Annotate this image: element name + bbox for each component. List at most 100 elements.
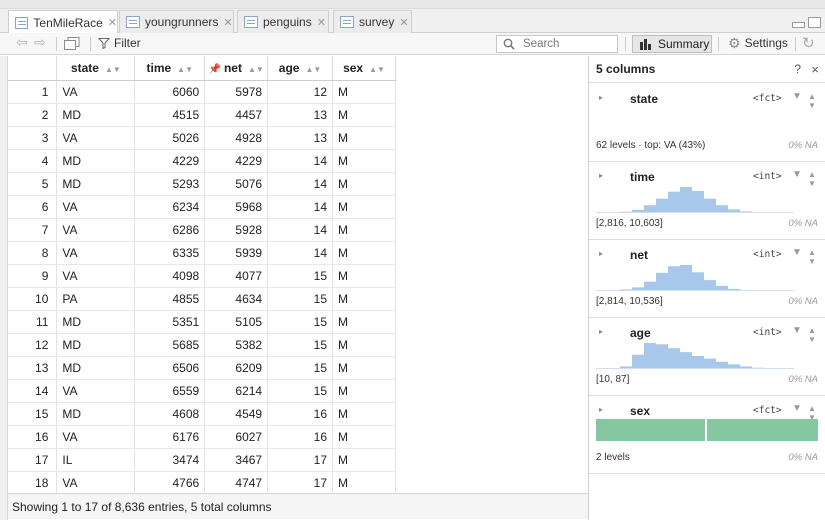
expand-caret-icon[interactable]: ▸ [599, 93, 604, 102]
cell-state[interactable]: VA [56, 80, 136, 104]
cell-age[interactable]: 14 [267, 218, 334, 242]
cell-sex[interactable]: M [332, 195, 396, 219]
cell-net[interactable]: 5382 [204, 333, 269, 357]
cell-sex[interactable]: M [332, 103, 396, 127]
table-row[interactable]: 7 VA 6286 5928 14 M [8, 218, 396, 242]
cell-state[interactable]: MD [56, 172, 136, 196]
close-icon[interactable]: ✕ [223, 16, 233, 29]
cell-age[interactable]: 15 [267, 356, 334, 380]
tab-youngrunners[interactable]: youngrunners ✕ [119, 10, 234, 33]
cell-time[interactable]: 6286 [134, 218, 206, 242]
cell-sex[interactable]: M [332, 379, 396, 403]
column-header-age[interactable]: age ▲▼ [267, 56, 334, 81]
sort-icon[interactable]: ▲▼ [247, 64, 264, 74]
expand-caret-icon[interactable]: ▸ [599, 171, 604, 180]
cell-age[interactable]: 15 [267, 333, 334, 357]
cell-state[interactable]: VA [56, 241, 136, 265]
cell-time[interactable]: 4855 [134, 287, 206, 311]
expand-caret-icon[interactable]: ▸ [599, 327, 604, 336]
cell-age[interactable]: 16 [267, 425, 334, 449]
sort-icon[interactable]: ▲▼ [369, 64, 385, 74]
cell-age[interactable]: 15 [267, 379, 334, 403]
cell-net[interactable]: 4077 [204, 264, 269, 288]
sort-icon[interactable]: ▲▼ [808, 170, 816, 188]
cell-sex[interactable]: M [332, 149, 396, 173]
table-row[interactable]: 3 VA 5026 4928 13 M [8, 126, 396, 150]
sort-icon[interactable]: ▲▼ [808, 404, 816, 422]
table-row[interactable]: 4 MD 4229 4229 14 M [8, 149, 396, 173]
cell-age[interactable]: 17 [267, 471, 334, 495]
popout-window-icon[interactable] [64, 37, 80, 50]
pin-icon[interactable]: 📌 [208, 63, 221, 75]
cell-state[interactable]: MD [56, 103, 136, 127]
help-icon[interactable]: ? [794, 62, 801, 76]
summary-toggle-button[interactable]: Summary [632, 35, 712, 53]
cell-sex[interactable]: M [332, 264, 396, 288]
forward-arrow-icon[interactable]: ⇨ [34, 34, 46, 50]
cell-net[interactable]: 6214 [204, 379, 269, 403]
cell-time[interactable]: 6559 [134, 379, 206, 403]
tab-penguins[interactable]: penguins ✕ [237, 10, 329, 33]
filter-icon[interactable]: ▼ [792, 247, 802, 258]
sort-icon[interactable]: ▲▼ [104, 64, 121, 74]
refresh-icon[interactable]: ↻ [802, 35, 815, 52]
filter-icon[interactable]: ▼ [792, 403, 802, 414]
cell-time[interactable]: 4766 [134, 471, 206, 495]
cell-age[interactable]: 15 [267, 310, 334, 334]
cell-state[interactable]: VA [56, 218, 136, 242]
cell-age[interactable]: 14 [267, 172, 334, 196]
table-row[interactable]: 11 MD 5351 5105 15 M [8, 310, 396, 334]
cell-sex[interactable]: M [332, 172, 396, 196]
cell-time[interactable]: 4098 [134, 264, 206, 288]
cell-sex[interactable]: M [332, 310, 396, 334]
search-input[interactable]: Search [496, 35, 618, 53]
filter-icon[interactable]: ▼ [792, 91, 802, 102]
filter-button[interactable]: Filter [98, 36, 141, 50]
cell-sex[interactable]: M [332, 402, 396, 426]
cell-state[interactable]: MD [56, 310, 136, 334]
cell-net[interactable]: 4747 [204, 471, 269, 495]
table-row[interactable]: 18 VA 4766 4747 17 M [8, 471, 396, 495]
sort-icon[interactable]: ▲▼ [808, 326, 816, 344]
cell-age[interactable]: 16 [267, 402, 334, 426]
sort-icon[interactable]: ▲▼ [177, 64, 194, 74]
tab-tenmilerace[interactable]: TenMileRace ✕ [8, 10, 118, 34]
column-header-time[interactable]: time ▲▼ [134, 56, 206, 81]
cell-net[interactable]: 5968 [204, 195, 269, 219]
cell-age[interactable]: 15 [267, 264, 334, 288]
cell-sex[interactable]: M [332, 333, 396, 357]
expand-caret-icon[interactable]: ▸ [599, 249, 604, 258]
cell-sex[interactable]: M [332, 448, 396, 472]
cell-state[interactable]: VA [56, 471, 136, 495]
factor-level-segment[interactable] [596, 419, 705, 441]
cell-age[interactable]: 14 [267, 241, 334, 265]
close-icon[interactable]: ✕ [107, 17, 117, 29]
table-row[interactable]: 9 VA 4098 4077 15 M [8, 264, 396, 288]
expand-caret-icon[interactable]: ▸ [599, 405, 604, 414]
cell-net[interactable]: 5105 [204, 310, 269, 334]
cell-net[interactable]: 4928 [204, 126, 269, 150]
cell-sex[interactable]: M [332, 218, 396, 242]
cell-time[interactable]: 6060 [134, 80, 206, 104]
cell-state[interactable]: MD [56, 356, 136, 380]
cell-age[interactable]: 17 [267, 448, 334, 472]
cell-time[interactable]: 6335 [134, 241, 206, 265]
cell-state[interactable]: MD [56, 149, 136, 173]
close-icon[interactable]: × [811, 61, 819, 77]
cell-age[interactable]: 12 [267, 80, 334, 104]
cell-state[interactable]: MD [56, 402, 136, 426]
column-header-sex[interactable]: sex ▲▼ [332, 56, 396, 81]
sort-icon[interactable]: ▲▼ [808, 248, 816, 266]
filter-icon[interactable]: ▼ [792, 169, 802, 180]
cell-net[interactable]: 5076 [204, 172, 269, 196]
cell-time[interactable]: 6176 [134, 425, 206, 449]
cell-net[interactable]: 4634 [204, 287, 269, 311]
cell-sex[interactable]: M [332, 471, 396, 495]
cell-sex[interactable]: M [332, 356, 396, 380]
cell-time[interactable]: 4515 [134, 103, 206, 127]
factor-level-segment[interactable] [707, 419, 818, 441]
tab-survey[interactable]: survey ✕ [333, 10, 412, 33]
cell-age[interactable]: 15 [267, 287, 334, 311]
table-row[interactable]: 16 VA 6176 6027 16 M [8, 425, 396, 449]
cell-time[interactable]: 6506 [134, 356, 206, 380]
